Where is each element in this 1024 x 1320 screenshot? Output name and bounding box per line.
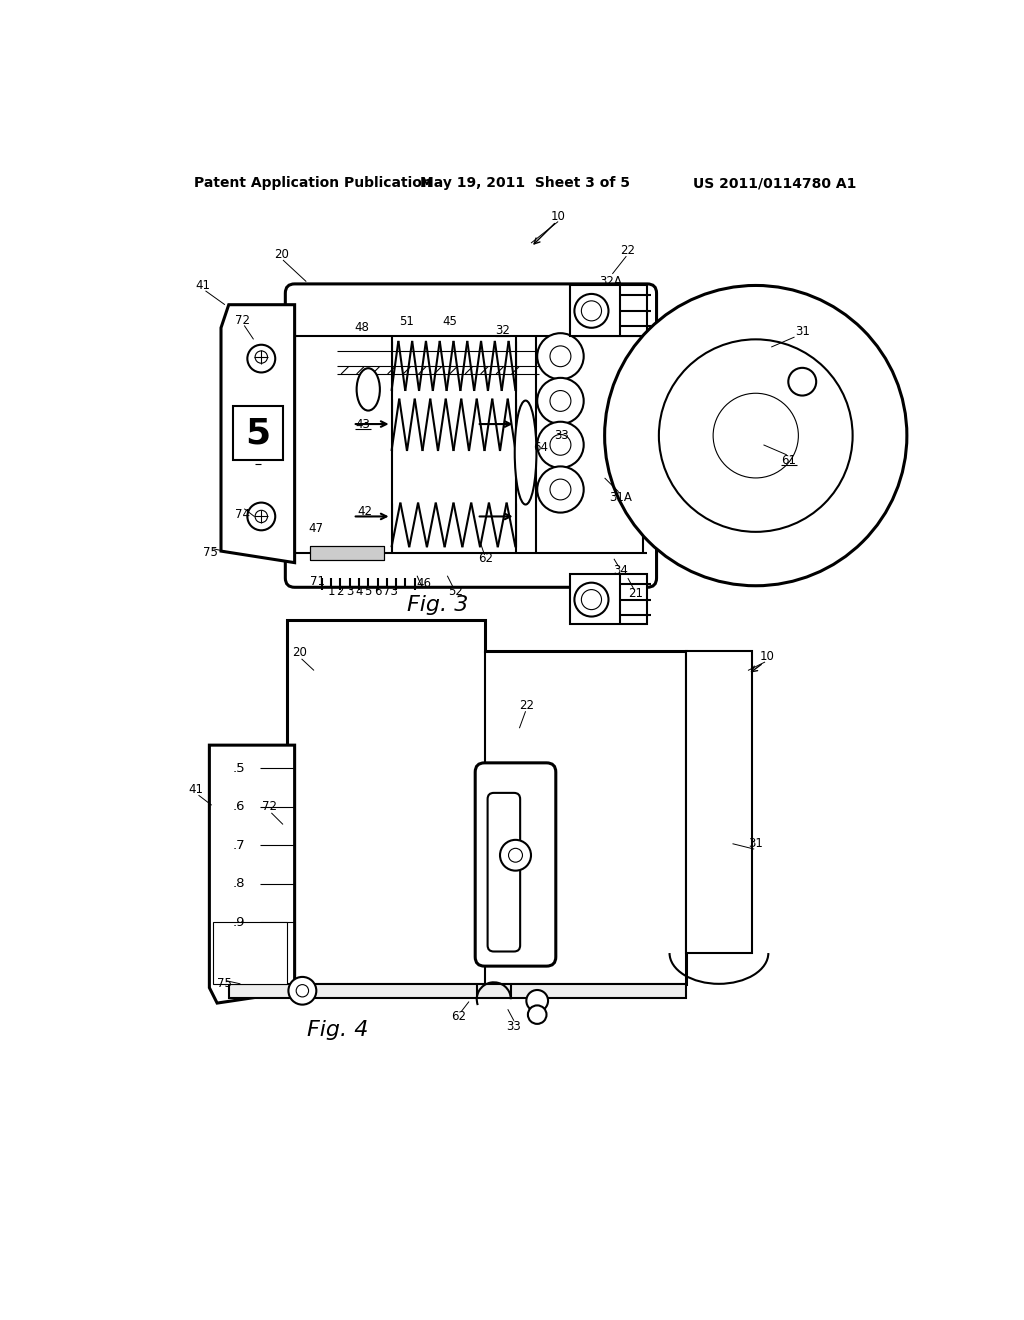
- Text: 20: 20: [274, 248, 289, 261]
- Text: 32: 32: [495, 325, 510, 338]
- Polygon shape: [287, 620, 686, 983]
- Text: 62: 62: [452, 1010, 466, 1023]
- Bar: [232, 407, 283, 461]
- Circle shape: [248, 345, 275, 372]
- Circle shape: [550, 346, 571, 367]
- Circle shape: [538, 422, 584, 469]
- Text: 33: 33: [555, 429, 569, 442]
- Text: US 2011/0114780 A1: US 2011/0114780 A1: [693, 176, 856, 190]
- Text: Patent Application Publication: Patent Application Publication: [194, 176, 432, 190]
- Text: 41: 41: [196, 279, 211, 292]
- Circle shape: [788, 368, 816, 396]
- Text: 32A: 32A: [599, 275, 623, 288]
- Circle shape: [713, 393, 799, 478]
- Bar: [569, 574, 647, 624]
- Text: 1: 1: [328, 585, 335, 598]
- Text: .6: .6: [232, 800, 245, 813]
- Text: 75: 75: [204, 546, 218, 560]
- Circle shape: [550, 479, 571, 500]
- Text: 22: 22: [621, 244, 635, 257]
- Text: 5: 5: [246, 416, 270, 450]
- Text: 47: 47: [308, 521, 323, 535]
- FancyBboxPatch shape: [487, 793, 520, 952]
- Text: 5: 5: [365, 585, 372, 598]
- Text: 21: 21: [628, 587, 643, 601]
- Text: 10: 10: [551, 210, 565, 223]
- Text: 72: 72: [236, 314, 250, 326]
- Text: 71: 71: [310, 576, 326, 589]
- Text: 45: 45: [442, 315, 457, 329]
- Bar: [686, 651, 752, 953]
- Text: 34: 34: [612, 564, 628, 577]
- Bar: [310, 546, 384, 561]
- Text: 74: 74: [236, 508, 250, 520]
- Bar: [310, 546, 384, 561]
- Polygon shape: [221, 305, 295, 562]
- Circle shape: [574, 294, 608, 327]
- Text: 2: 2: [337, 585, 344, 598]
- Text: 41: 41: [188, 783, 204, 796]
- Text: 61: 61: [781, 454, 797, 467]
- FancyBboxPatch shape: [286, 284, 656, 587]
- Text: 48: 48: [354, 321, 370, 334]
- Circle shape: [289, 977, 316, 1005]
- Bar: [228, 983, 686, 998]
- Circle shape: [538, 466, 584, 512]
- Text: 22: 22: [519, 698, 535, 711]
- Text: 75: 75: [217, 977, 232, 990]
- Text: 33: 33: [507, 1019, 521, 1032]
- Circle shape: [550, 434, 571, 455]
- Text: .5: .5: [232, 762, 245, 775]
- Text: 20: 20: [293, 647, 307, 659]
- Text: .8: .8: [232, 878, 245, 890]
- Text: May 19, 2011  Sheet 3 of 5: May 19, 2011 Sheet 3 of 5: [420, 176, 630, 190]
- Text: 31A: 31A: [608, 491, 632, 504]
- Text: 46: 46: [417, 577, 431, 590]
- Text: Fig. 3: Fig. 3: [408, 595, 469, 615]
- Text: 4: 4: [355, 585, 362, 598]
- Text: 42: 42: [357, 504, 372, 517]
- Circle shape: [526, 990, 548, 1011]
- Polygon shape: [209, 744, 295, 1003]
- Ellipse shape: [356, 368, 380, 411]
- Circle shape: [550, 391, 571, 412]
- Circle shape: [538, 378, 584, 424]
- Circle shape: [582, 590, 601, 610]
- Text: 51: 51: [399, 315, 415, 329]
- Text: 73: 73: [383, 585, 397, 598]
- Text: Fig. 4: Fig. 4: [306, 1020, 368, 1040]
- Text: .7: .7: [232, 838, 245, 851]
- Text: 64: 64: [534, 441, 549, 454]
- Circle shape: [528, 1006, 547, 1024]
- Circle shape: [604, 285, 907, 586]
- Bar: [569, 285, 647, 335]
- Text: .9: .9: [232, 916, 245, 929]
- Text: 6: 6: [374, 585, 381, 598]
- Circle shape: [248, 503, 275, 531]
- Ellipse shape: [515, 400, 537, 504]
- Text: 62: 62: [478, 552, 494, 565]
- Circle shape: [574, 582, 608, 616]
- Text: 31: 31: [749, 837, 763, 850]
- Text: 52: 52: [449, 585, 463, 598]
- Circle shape: [538, 333, 584, 379]
- FancyBboxPatch shape: [475, 763, 556, 966]
- Text: 31: 31: [795, 325, 810, 338]
- Text: 43: 43: [355, 417, 371, 430]
- Text: 72: 72: [262, 800, 278, 813]
- Circle shape: [582, 301, 601, 321]
- Bar: [213, 923, 287, 983]
- Text: 10: 10: [760, 649, 775, 663]
- Circle shape: [500, 840, 531, 871]
- Text: 3: 3: [346, 585, 353, 598]
- Circle shape: [658, 339, 853, 532]
- Circle shape: [509, 849, 522, 862]
